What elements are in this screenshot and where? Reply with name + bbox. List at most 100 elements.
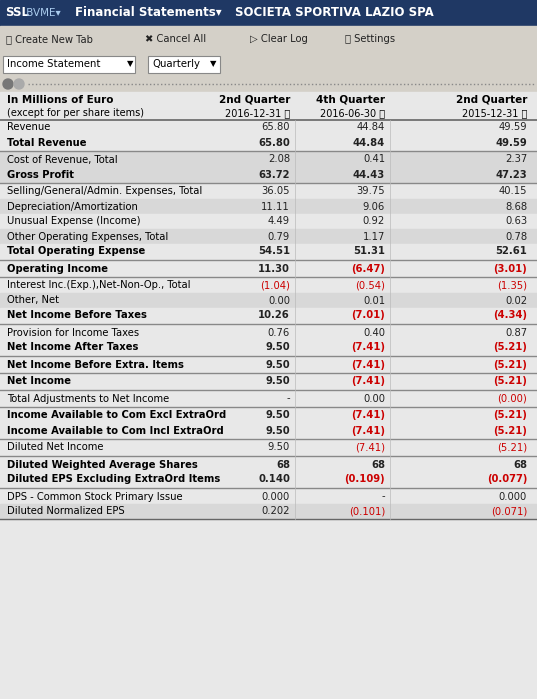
Text: Operating Income: Operating Income: [7, 264, 108, 273]
Text: 10.26: 10.26: [258, 310, 290, 321]
Text: (7.41): (7.41): [351, 343, 385, 352]
Text: 4th Quarter: 4th Quarter: [316, 95, 385, 105]
Text: 52.61: 52.61: [495, 247, 527, 257]
Text: 49.59: 49.59: [498, 122, 527, 133]
Text: 2016-06-30 ⓘ: 2016-06-30 ⓘ: [320, 108, 385, 118]
Text: 47.23: 47.23: [495, 169, 527, 180]
Text: (4.34): (4.34): [493, 310, 527, 321]
Text: 2nd Quarter: 2nd Quarter: [455, 95, 527, 105]
Bar: [0, 135, 537, 150]
Text: 11.11: 11.11: [261, 201, 290, 212]
Text: 8.68: 8.68: [505, 201, 527, 212]
Bar: [0, 504, 537, 519]
Text: (except for per share items): (except for per share items): [7, 108, 144, 118]
Text: Income Statement: Income Statement: [7, 59, 100, 69]
Text: 0.92: 0.92: [363, 217, 385, 226]
Text: 65.80: 65.80: [258, 138, 290, 147]
Text: (7.41): (7.41): [351, 426, 385, 435]
Text: Other Operating Expenses, Total: Other Operating Expenses, Total: [7, 231, 168, 241]
Text: 9.50: 9.50: [268, 442, 290, 452]
Text: 0.140: 0.140: [258, 475, 290, 484]
Text: -: -: [381, 491, 385, 501]
Text: Quarterly: Quarterly: [152, 59, 200, 69]
Text: 0.63: 0.63: [505, 217, 527, 226]
Bar: [0, 357, 537, 372]
Text: 0.01: 0.01: [363, 296, 385, 305]
Text: (6.47): (6.47): [351, 264, 385, 273]
Text: (7.41): (7.41): [351, 410, 385, 421]
Text: 2016-12-31 ⓘ: 2016-12-31 ⓘ: [225, 108, 290, 118]
FancyBboxPatch shape: [148, 56, 220, 73]
Text: (1.35): (1.35): [497, 280, 527, 291]
Text: (7.01): (7.01): [351, 310, 385, 321]
Bar: [0, 244, 537, 259]
Text: Financial Statements▾: Financial Statements▾: [75, 6, 222, 20]
Text: 39.75: 39.75: [357, 187, 385, 196]
Text: Income Available to Com Incl ExtraOrd: Income Available to Com Incl ExtraOrd: [7, 426, 224, 435]
Circle shape: [3, 79, 13, 89]
Text: ▼: ▼: [210, 59, 216, 69]
Text: Other, Net: Other, Net: [7, 296, 59, 305]
Bar: [0, 391, 537, 406]
Text: 11.30: 11.30: [258, 264, 290, 273]
Text: (0.54): (0.54): [355, 280, 385, 291]
Bar: [0, 0, 537, 26]
Text: ✖ Cancel All: ✖ Cancel All: [145, 34, 206, 44]
Bar: [0, 76, 537, 92]
Text: (0.109): (0.109): [344, 475, 385, 484]
Text: 0.87: 0.87: [505, 328, 527, 338]
Text: BVME▾: BVME▾: [23, 8, 61, 18]
Text: Selling/General/Admin. Expenses, Total: Selling/General/Admin. Expenses, Total: [7, 187, 202, 196]
Bar: [0, 293, 537, 308]
Text: Interest Inc.(Exp.),Net-Non-Op., Total: Interest Inc.(Exp.),Net-Non-Op., Total: [7, 280, 191, 291]
Text: (7.41): (7.41): [351, 377, 385, 387]
Text: Diluted EPS Excluding ExtraOrd Items: Diluted EPS Excluding ExtraOrd Items: [7, 475, 220, 484]
Bar: [0, 52, 537, 76]
Text: Income Available to Com Excl ExtraOrd: Income Available to Com Excl ExtraOrd: [7, 410, 226, 421]
Text: 68: 68: [276, 459, 290, 470]
Text: Diluted Normalized EPS: Diluted Normalized EPS: [7, 507, 125, 517]
Text: Depreciation/Amortization: Depreciation/Amortization: [7, 201, 138, 212]
Text: Diluted Weighted Average Shares: Diluted Weighted Average Shares: [7, 459, 198, 470]
Text: (3.01): (3.01): [494, 264, 527, 273]
Bar: [0, 199, 537, 214]
Text: 68: 68: [513, 459, 527, 470]
Text: 🖥 Create New Tab: 🖥 Create New Tab: [6, 34, 93, 44]
Text: (0.077): (0.077): [487, 475, 527, 484]
Text: 63.72: 63.72: [258, 169, 290, 180]
Text: (0.101): (0.101): [349, 507, 385, 517]
Text: Total Operating Expense: Total Operating Expense: [7, 247, 145, 257]
Text: -: -: [286, 394, 290, 403]
Text: (5.21): (5.21): [493, 359, 527, 370]
Text: Total Adjustments to Net Income: Total Adjustments to Net Income: [7, 394, 169, 403]
Text: 9.06: 9.06: [363, 201, 385, 212]
Text: 2.08: 2.08: [268, 154, 290, 164]
Bar: [0, 229, 537, 244]
Text: ▷ Clear Log: ▷ Clear Log: [250, 34, 308, 44]
Bar: [0, 489, 537, 504]
Text: 9.50: 9.50: [265, 377, 290, 387]
Bar: [0, 214, 537, 229]
Bar: [0, 457, 537, 472]
Text: 4.49: 4.49: [268, 217, 290, 226]
Text: 2.37: 2.37: [505, 154, 527, 164]
Text: 🔧 Settings: 🔧 Settings: [345, 34, 395, 44]
Bar: [0, 167, 537, 182]
Text: (0.00): (0.00): [497, 394, 527, 403]
Text: DPS - Common Stock Primary Issue: DPS - Common Stock Primary Issue: [7, 491, 183, 501]
Text: Net Income Before Taxes: Net Income Before Taxes: [7, 310, 147, 321]
Text: (5.21): (5.21): [493, 343, 527, 352]
FancyBboxPatch shape: [3, 56, 135, 73]
Text: 44.84: 44.84: [357, 122, 385, 133]
Text: (7.41): (7.41): [355, 442, 385, 452]
Text: 1.17: 1.17: [362, 231, 385, 241]
Text: 40.15: 40.15: [498, 187, 527, 196]
Bar: [0, 440, 537, 455]
Bar: [0, 325, 537, 340]
Bar: [0, 26, 537, 52]
Text: 2015-12-31 ⓘ: 2015-12-31 ⓘ: [462, 108, 527, 118]
Bar: [0, 423, 537, 438]
Text: Diluted Net Income: Diluted Net Income: [7, 442, 104, 452]
Text: Cost of Revenue, Total: Cost of Revenue, Total: [7, 154, 118, 164]
Text: 49.59: 49.59: [495, 138, 527, 147]
